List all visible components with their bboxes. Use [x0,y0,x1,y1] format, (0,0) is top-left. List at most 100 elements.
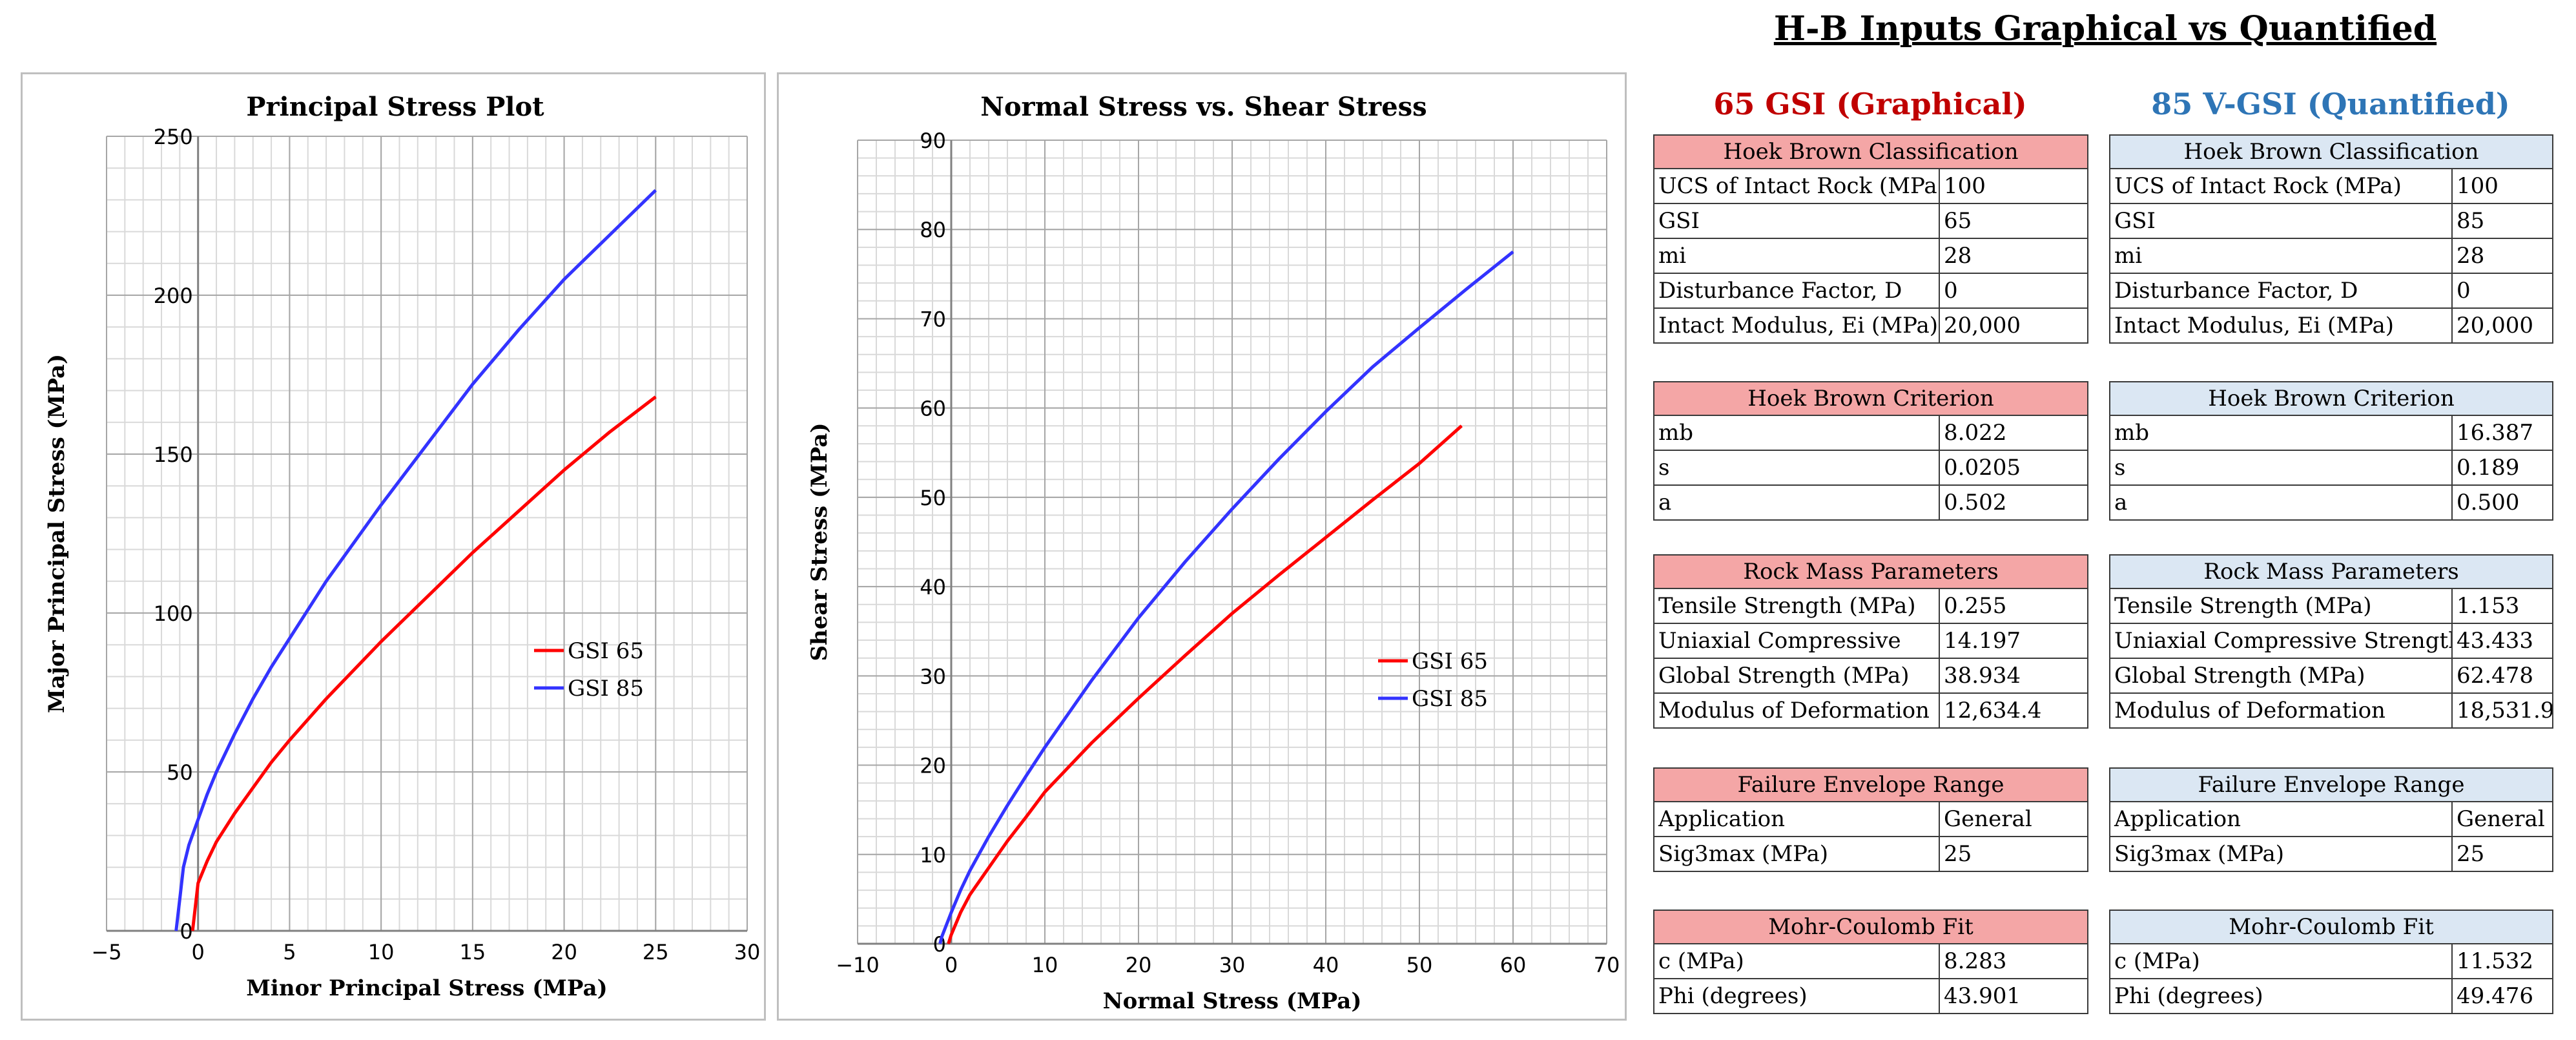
table-row: c (MPa) 11.532 [2109,943,2553,979]
data-point [1007,840,1008,842]
data-point [289,638,290,639]
series-line-gsi-65 [947,424,1463,944]
data-point [960,912,961,913]
parameter-value: 0.0205 [1939,450,2088,486]
right-column-heading: 85 V-GSI (Quantified) [2151,87,2510,121]
table-row: c (MPa) 8.283 [1653,943,2088,979]
x-tick-label: 50 [1406,953,1433,977]
data-point [969,870,971,871]
parameter-value: 28 [1939,238,2088,274]
table-row: GSI 85 [2109,203,2553,239]
y-tick-label: 30 [920,664,946,689]
left-table-hoek-brown-classification: Hoek Brown Classification UCS of Intact R… [1653,134,2088,344]
right-table-rock-mass-parameters: Rock Mass Parameters Tensile Strength (MP… [2109,554,2553,729]
parameter-label: UCS of Intact Rock (MPa) [2109,168,2453,204]
parameter-value: 0 [2451,273,2553,309]
table-row: Phi (degrees) 43.901 [1653,978,2088,1014]
parameter-value: 25 [2451,836,2553,872]
y-axis-label: Major Principal Stress (MPa) [44,354,70,713]
legend-label: GSI 85 [568,676,644,702]
data-point [426,596,428,598]
data-point [380,641,382,642]
data-point [1372,499,1373,501]
x-tick-label: 15 [459,940,486,964]
table-header: Hoek Brown Criterion [2109,381,2553,416]
data-point [518,511,519,512]
parameter-label: Intact Modulus, Ei (MPa) [1653,307,1940,344]
x-tick-label: 10 [1032,953,1058,977]
series-line-gsi-65 [191,395,657,931]
parameter-label: a [2109,484,2453,521]
table-row: mi 28 [2109,238,2553,274]
x-tick-label: 40 [1313,953,1339,977]
parameter-value: 65 [1939,203,2088,239]
table-row: Tensile Strength (MPa) 0.255 [1653,588,2088,624]
parameter-label: Tensile Strength (MPa) [1653,588,1940,624]
table-header: Hoek Brown Criterion [1653,381,2088,416]
parameter-label: Disturbance Factor, D [2109,273,2453,309]
data-point [1091,742,1092,744]
data-point [1091,680,1092,681]
parameter-value: 100 [1939,168,2088,204]
parameter-label: s [1653,450,1940,486]
x-tick-label: 10 [368,940,395,964]
x-axis-label: Minor Principal Stress (MPa) [246,975,607,1001]
legend-label: GSI 65 [1412,649,1488,674]
table-row: Intact Modulus, Ei (MPa) 20,000 [2109,307,2553,344]
table-row: Tensile Strength (MPa) 1.153 [2109,588,2553,624]
x-tick-label: 20 [551,940,577,964]
table-header: Rock Mass Parameters [2109,554,2553,589]
parameter-value: 62.478 [2451,658,2553,694]
table-row: Application General [1653,801,2088,837]
x-tick-label: 20 [1126,953,1152,977]
parameter-label: Modulus of Deformation [2109,692,2453,729]
data-point [183,867,184,868]
parameter-label: Uniaxial Compressive [1653,623,1940,659]
parameter-label: UCS of Intact Rock (MPa) [1653,168,1940,204]
x-tick-label: 30 [1219,953,1246,977]
x-tick-label: 60 [1500,953,1527,977]
table-row: Modulus of Deformation 12,634.4 [1653,692,2088,729]
parameter-value: 0 [1939,273,2088,309]
parameter-label: Uniaxial Compressive Strength [2109,623,2453,659]
table-row: a 0.502 [1653,484,2088,521]
left-column-heading: 65 GSI (Graphical) [1713,87,2027,121]
parameter-value: 43.901 [1939,978,2088,1014]
parameter-value: 8.283 [1939,943,2088,979]
table-row: mi 28 [1653,238,2088,274]
y-tick-label: 0 [933,932,946,957]
parameter-label: c (MPa) [2109,943,2453,979]
parameter-label: GSI [1653,203,1940,239]
parameter-value: 28 [2451,238,2553,274]
x-tick-label: 5 [283,940,296,964]
table-row: Application General [2109,801,2553,837]
parameter-value: 38.934 [1939,658,2088,694]
parameter-value: 0.189 [2451,450,2553,486]
table-row: Phi (degrees) 49.476 [2109,978,2553,1014]
data-point [1231,508,1233,510]
legend-label: GSI 85 [1412,686,1488,712]
table-header: Failure Envelope Range [1653,767,2088,802]
table-row: Intact Modulus, Ei (MPa) 20,000 [1653,307,2088,344]
table-row: Sig3max (MPa) 25 [1653,836,2088,872]
table-row: mb 16.387 [2109,415,2553,451]
data-point [1044,791,1046,793]
table-header: Failure Envelope Range [2109,767,2553,802]
y-axis-label: Shear Stress (MPa) [807,422,832,661]
parameter-value: 100 [2451,168,2553,204]
parameter-label: s [2109,450,2453,486]
y-tick-label: 100 [154,601,193,626]
table-row: s 0.0205 [1653,450,2088,486]
parameter-label: Global Strength (MPa) [2109,658,2453,694]
y-tick-label: 80 [920,218,946,242]
y-tick-label: 60 [920,397,946,421]
parameter-value: 8.022 [1939,415,2088,451]
parameter-label: Disturbance Factor, D [1653,273,1940,309]
parameter-value: 1.153 [2451,588,2553,624]
data-point [271,762,272,763]
data-point [325,698,327,700]
parameter-value: General [2451,801,2553,837]
parameter-label: Sig3max (MPa) [1653,836,1940,872]
parameter-label: Application [1653,801,1940,837]
